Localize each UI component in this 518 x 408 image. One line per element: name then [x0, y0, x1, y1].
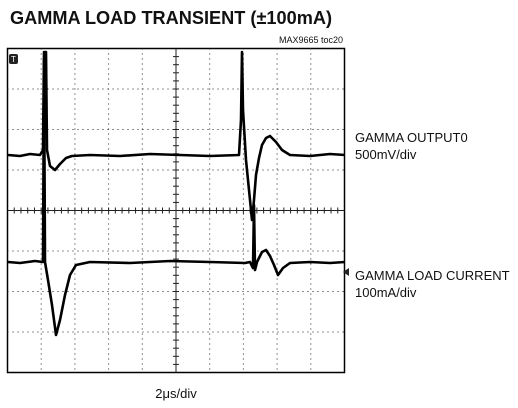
trace-scale: 100mA/div	[355, 285, 417, 300]
trace-label: GAMMA OUTPUT0	[355, 130, 468, 145]
current-trace	[7, 58, 346, 337]
trigger-marker	[9, 54, 18, 64]
x-scale: 2μs/div	[155, 386, 197, 401]
figure-note: MAX9665 toc20	[279, 35, 343, 45]
trace-label: GAMMA LOAD CURRENT	[355, 268, 510, 283]
scope-screen	[6, 47, 346, 374]
level-marker	[343, 268, 349, 276]
trace-scale: 500mV/div	[355, 147, 417, 162]
trigger-marker-letter: T	[11, 55, 16, 64]
output-trace	[7, 50, 346, 222]
figure-title: GAMMA LOAD TRANSIENT (±100mA)	[10, 8, 332, 28]
